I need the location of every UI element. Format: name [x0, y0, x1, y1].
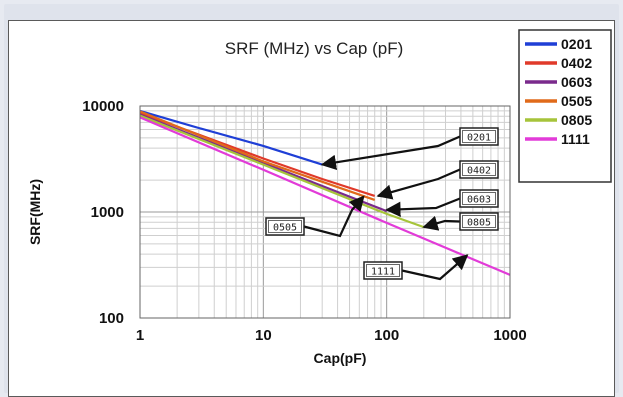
callout-inner-0201 — [462, 130, 496, 143]
legend: 0201 0402 0603 0505 0805 1111 — [518, 29, 612, 183]
callout-arrow-1111 — [401, 254, 469, 281]
callout-arrow-0505 — [303, 195, 365, 238]
legend-label-1111: 1111 — [561, 131, 590, 147]
series-line-0603 — [139, 113, 388, 213]
y-tick-label: 10000 — [82, 98, 124, 115]
axes: 1 10 100 1000 10000 1000 100 — [82, 98, 526, 344]
callout-inner-1111 — [366, 264, 400, 277]
callout-box-0505 — [265, 217, 305, 236]
callout-box-0603 — [459, 189, 499, 208]
callouts: 0201 0402 0603 0505 0805 1111 — [265, 127, 499, 281]
callout-arrow-0402 — [376, 168, 461, 200]
callout-label-0201: 0201 — [467, 133, 491, 144]
y-tick-label: 1000 — [91, 204, 124, 221]
plot-border — [139, 105, 511, 319]
callout-arrow-0805 — [422, 215, 461, 231]
callout-inner-0505 — [268, 220, 302, 233]
callout-label-1111: 1111 — [371, 267, 395, 278]
series-line-0201 — [139, 109, 323, 166]
callout-box-1111 — [363, 261, 403, 280]
legend-label-0603: 0603 — [561, 74, 592, 90]
callout-label-0505: 0505 — [273, 223, 297, 234]
callout-label-0402: 0402 — [467, 166, 491, 177]
x-tick-label: 1000 — [493, 327, 526, 344]
y-axis-label: SRF(MHz) — [27, 179, 43, 245]
legend-box — [518, 29, 612, 183]
x-tick-label: 1 — [136, 327, 144, 344]
legend-label-0402: 0402 — [561, 55, 592, 71]
callout-inner-0603 — [462, 192, 496, 205]
series-line-1111 — [139, 116, 511, 276]
callout-label-0805: 0805 — [467, 218, 491, 229]
series-line-0505 — [139, 110, 376, 201]
legend-label-0505: 0505 — [561, 93, 592, 109]
callout-box-0402 — [459, 160, 499, 179]
chart-title: SRF (MHz) vs Cap (pF) — [225, 39, 404, 58]
series-lines — [139, 109, 511, 276]
callout-arrow-0603 — [385, 197, 461, 217]
x-axis-label: Cap(pF) — [314, 350, 367, 366]
legend-label-0201: 0201 — [561, 36, 592, 52]
callout-inner-0402 — [462, 163, 496, 176]
callout-box-0201 — [459, 127, 499, 146]
y-tick-label: 100 — [99, 310, 124, 327]
series-line-0805 — [139, 114, 425, 229]
x-tick-label: 10 — [255, 327, 272, 344]
callout-arrow-0201 — [320, 135, 461, 171]
callout-label-0603: 0603 — [467, 195, 491, 206]
x-tick-label: 100 — [374, 327, 399, 344]
legend-label-0805: 0805 — [561, 112, 592, 128]
callout-box-0805 — [459, 212, 499, 231]
callout-inner-0805 — [462, 215, 496, 228]
